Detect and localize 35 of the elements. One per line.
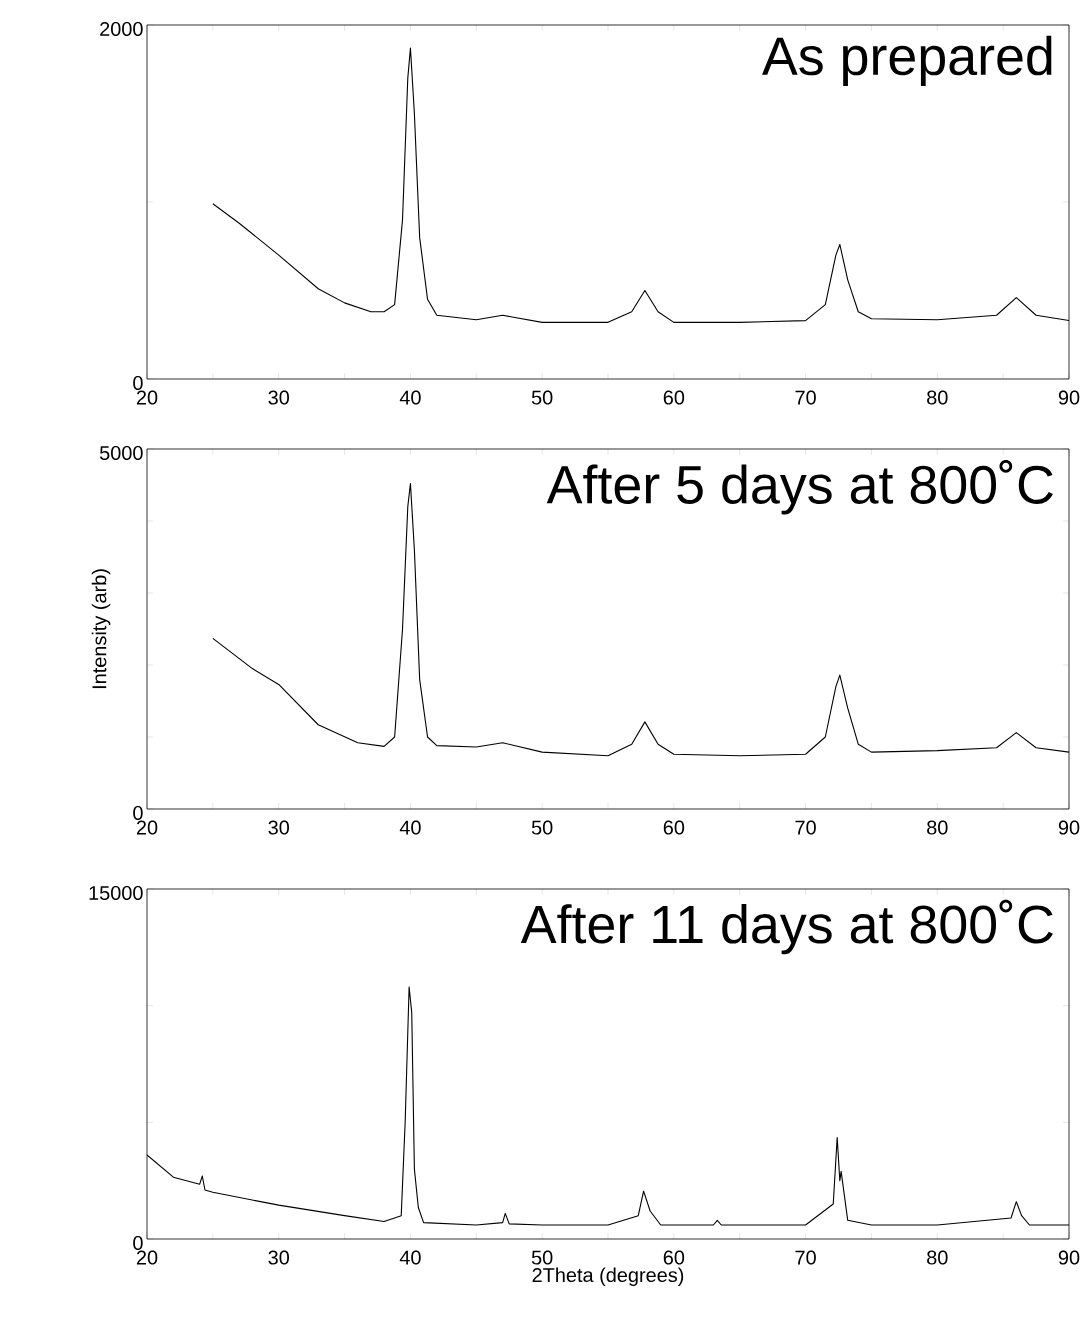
y-tick-label: 5000 <box>99 445 143 461</box>
x-tick-label: 50 <box>531 1250 553 1265</box>
x-tick-label: 60 <box>663 820 685 835</box>
x-tick-label: 60 <box>663 390 685 405</box>
x-tick-label: 70 <box>795 390 816 405</box>
chart-title: After 11 days at 800˚C <box>520 899 1053 955</box>
chart-title: After 5 days at 800˚C <box>546 459 1053 515</box>
y-tick-label: 0 <box>133 1235 143 1251</box>
y-axis-title: Intensity (arb) <box>91 569 111 689</box>
x-tick-label: 70 <box>795 820 816 835</box>
y-tick-label: 2000 <box>100 21 143 37</box>
x-tick-label: 30 <box>268 390 290 405</box>
x-tick-label: 90 <box>1058 390 1080 405</box>
chart-title: As prepared <box>762 35 1052 86</box>
x-tick-label: 30 <box>268 820 290 835</box>
x-tick-label: 20 <box>136 1250 158 1265</box>
x-tick-label: 50 <box>531 820 553 835</box>
x-tick-label: 40 <box>399 820 421 835</box>
x-tick-label: 90 <box>1058 1250 1080 1265</box>
y-tick-label: 0 <box>133 375 143 391</box>
x-tick-label: 20 <box>136 390 158 405</box>
y-tick-label: 0 <box>133 805 143 821</box>
x-tick-label: 90 <box>1058 820 1080 835</box>
x-tick-label: 40 <box>399 390 421 405</box>
x-tick-label: 80 <box>927 1250 948 1265</box>
x-tick-label: 20 <box>136 820 158 835</box>
x-tick-label: 60 <box>663 1250 685 1265</box>
x-tick-label: 50 <box>531 390 553 405</box>
x-axis-title: 2Theta (degrees) <box>532 1267 684 1287</box>
x-tick-label: 80 <box>927 820 948 835</box>
x-tick-label: 70 <box>795 1250 816 1265</box>
y-tick-label: 15000 <box>89 885 143 901</box>
x-tick-label: 40 <box>399 1250 421 1265</box>
x-tick-label: 80 <box>927 390 948 405</box>
x-tick-label: 30 <box>268 1250 290 1265</box>
